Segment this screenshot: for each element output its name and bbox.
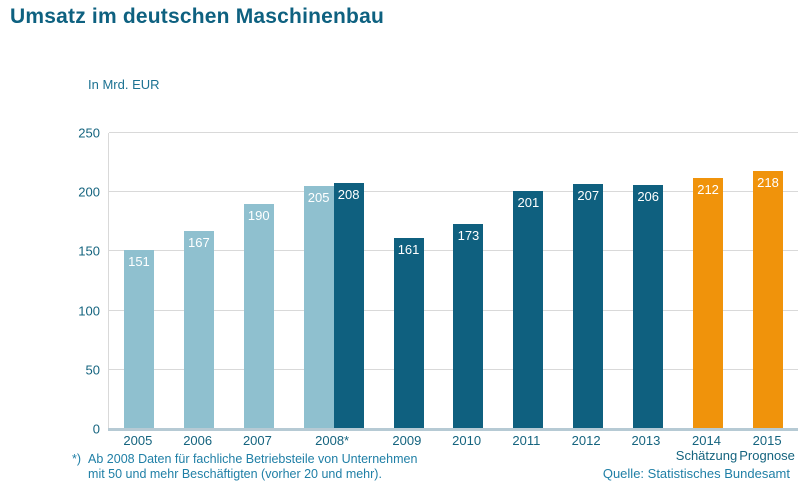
bar-value-label: 208 (337, 186, 360, 202)
x-label-2015: 2015 Prognose (737, 433, 797, 463)
footnote-line2: mit 50 und mehr Beschäftigten (vorher 20… (88, 467, 382, 481)
bar-2010-173: 173 (453, 224, 484, 429)
bar-2006-167: 167 (183, 231, 214, 429)
bars-row: 151 167 190 205 208 161 173 201 207 206 212 218 (109, 133, 798, 429)
bar-group-2009: 161 (379, 133, 439, 429)
y-tick-label-250: 250 (78, 125, 100, 141)
bar-value-label: 212 (697, 182, 719, 197)
x-sublabel-prognose: Prognose (739, 448, 795, 463)
x-label-2013: 2013 (631, 433, 661, 448)
bar-group-2005: 151 (109, 133, 169, 429)
plot-area: 151 167 190 205 208 161 173 201 207 206 212 218 (108, 132, 798, 431)
bar-group-2006: 167 (169, 133, 229, 429)
y-tick-label-50: 50 (85, 362, 100, 378)
bar-value-label: 218 (757, 174, 779, 190)
footnote-text: Ab 2008 Daten für fachliche Betriebsteil… (88, 452, 417, 482)
x-label-2010: 2010 (452, 433, 482, 448)
gridline-200 (109, 191, 798, 193)
bar-group-2013: 206 (618, 133, 678, 429)
bar-2014-212: 212 (693, 178, 724, 429)
bar-2009-161: 161 (393, 238, 424, 429)
bar-2007-190: 190 (243, 204, 274, 429)
x-axis-baseline (108, 428, 798, 431)
y-tick-label-100: 100 (78, 303, 100, 319)
y-axis-ticks: 0 50 100 150 200 250 (58, 126, 100, 437)
bar-2005-151: 151 (123, 250, 154, 429)
bar-group-2012: 207 (558, 133, 618, 429)
bar-group-2014: 212 (678, 133, 738, 429)
y-axis-unit-label: In Mrd. EUR (88, 77, 160, 92)
bar-value-label: 190 (247, 208, 270, 224)
bar-2008-205: 205 (303, 186, 334, 429)
bar-value-label: 206 (637, 189, 660, 205)
y-tick-label-150: 150 (78, 243, 100, 259)
x-label-2011: 2011 (512, 433, 541, 448)
x-label-2014: 2014 Schätzung (675, 433, 738, 463)
bar-value-label: 173 (457, 228, 480, 244)
bar-group-2007: 190 (229, 133, 289, 429)
x-label-2005: 2005 (123, 433, 153, 448)
bar-2012-207: 207 (573, 183, 604, 429)
x-label-2008: 2008* (315, 433, 350, 448)
x-label-2006: 2006 (183, 433, 213, 448)
page-title: Umsatz im deutschen Maschinenbau (10, 5, 384, 28)
bar-2015-218: 218 (752, 170, 783, 429)
bar-group-2008: 205 208 (289, 133, 379, 429)
y-tick-label-200: 200 (78, 184, 100, 200)
gridline-250 (109, 132, 798, 133)
bar-2011-201: 201 (513, 191, 544, 429)
bar-value-label: 167 (188, 235, 210, 251)
x-label-2007: 2007 (242, 433, 272, 448)
footnote-line1: Ab 2008 Daten für fachliche Betriebsteil… (88, 452, 418, 466)
bar-value-label: 151 (128, 254, 150, 270)
bar-value-label: 201 (517, 195, 540, 211)
x-label-2009: 2009 (392, 433, 422, 448)
footnote-marker: *) (72, 452, 82, 466)
bar-2013-206: 206 (633, 185, 664, 429)
bar-value-label: 205 (307, 190, 330, 206)
y-tick-label-0: 0 (92, 421, 100, 437)
footnote: *) Ab 2008 Daten für fachliche Betriebst… (72, 452, 417, 482)
x-label-2012: 2012 (571, 433, 601, 448)
bar-value-label: 207 (577, 187, 600, 203)
bar-group-2010: 173 (439, 133, 499, 429)
bar-2008-208: 208 (333, 182, 364, 429)
bar-value-label: 161 (397, 242, 420, 258)
source-credit: Quelle: Statistisches Bundesamt (602, 466, 790, 481)
bar-group-2011: 201 (498, 133, 558, 429)
x-sublabel-schätzung: Schätzung (675, 448, 738, 463)
bar-group-2015: 218 (738, 133, 798, 429)
x-axis-labels: 2005 2006 2007 2008* 2009 2010 2011 2012 2013 201… (108, 433, 797, 463)
